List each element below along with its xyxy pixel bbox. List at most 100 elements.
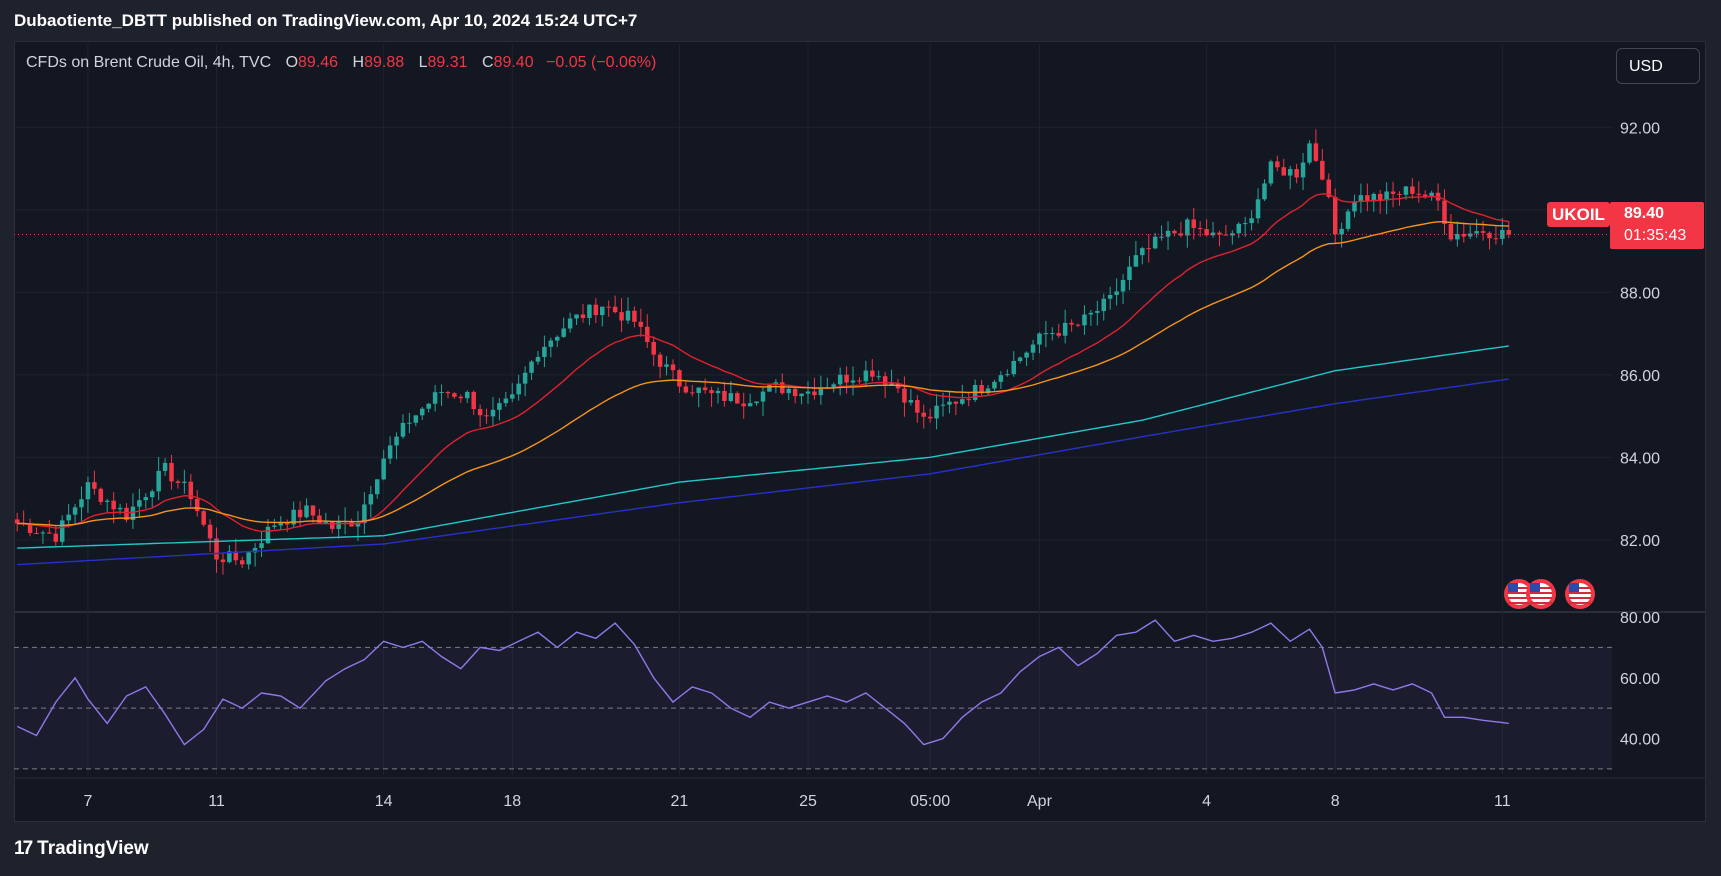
candle-body bbox=[1204, 229, 1209, 236]
candle-body bbox=[1095, 311, 1100, 313]
candle-body bbox=[612, 306, 618, 313]
candle-body bbox=[947, 401, 952, 405]
change-value: −0.05 (−0.06%) bbox=[546, 54, 657, 71]
ticker-badge: UKOIL bbox=[1547, 202, 1610, 227]
candle-body bbox=[1480, 231, 1486, 233]
chart-frame[interactable] bbox=[14, 41, 1706, 822]
time-tick-label: Apr bbox=[1027, 793, 1053, 810]
time-tick-label: 7 bbox=[83, 793, 92, 810]
flag-stripe bbox=[1530, 587, 1552, 589]
candle-body bbox=[1287, 169, 1293, 176]
candle-body bbox=[953, 401, 959, 404]
us-flag-event-icon[interactable] bbox=[1565, 579, 1595, 609]
candle-body bbox=[40, 532, 46, 534]
candle-body bbox=[239, 560, 245, 565]
candle-body bbox=[1416, 193, 1422, 195]
currency-button[interactable]: USD bbox=[1616, 48, 1700, 84]
candle-body bbox=[1371, 193, 1377, 202]
candle-body bbox=[1030, 344, 1036, 353]
candle-body bbox=[34, 533, 39, 535]
candle-body bbox=[529, 361, 534, 373]
candle-body bbox=[863, 370, 869, 382]
candle-body bbox=[387, 445, 393, 459]
flag-stripe bbox=[1508, 592, 1530, 594]
candle-body bbox=[452, 393, 457, 397]
candle-body bbox=[1056, 333, 1061, 336]
candle-body bbox=[14, 519, 20, 524]
candle-body bbox=[381, 458, 386, 480]
candle-body bbox=[1275, 161, 1280, 168]
candle-body bbox=[471, 391, 476, 410]
candle-body bbox=[362, 504, 367, 524]
candle-body bbox=[1281, 167, 1287, 176]
candle-body bbox=[902, 388, 907, 403]
us-flag-event-icon[interactable] bbox=[1504, 579, 1534, 609]
candle-body bbox=[805, 391, 811, 394]
candle-body bbox=[580, 314, 586, 318]
candle-body bbox=[1159, 236, 1164, 238]
candle-body bbox=[606, 306, 611, 308]
candle-body bbox=[889, 383, 894, 385]
rsi-tick-label: 80.00 bbox=[1620, 610, 1660, 627]
candle-body bbox=[400, 422, 406, 437]
low-value: 89.31 bbox=[427, 54, 468, 71]
rsi-pane bbox=[14, 619, 1612, 770]
candle-body bbox=[310, 505, 316, 516]
flag-stripe bbox=[1569, 602, 1591, 604]
candle-body bbox=[1326, 179, 1332, 197]
candle-body bbox=[1114, 291, 1119, 295]
candle-body bbox=[104, 500, 110, 502]
ema_mid-line bbox=[17, 221, 1509, 527]
candle-body bbox=[1165, 230, 1171, 237]
candle-body bbox=[638, 321, 644, 327]
candle-body bbox=[915, 399, 920, 413]
candle-body bbox=[1442, 200, 1447, 225]
candle-body bbox=[182, 481, 187, 483]
time-tick-label: 18 bbox=[503, 793, 521, 810]
candle-body bbox=[818, 388, 824, 396]
open-value: 89.46 bbox=[298, 54, 339, 71]
candle-body bbox=[966, 399, 971, 401]
candle-body bbox=[1352, 201, 1357, 212]
us-flag-event-icon[interactable] bbox=[1526, 579, 1556, 609]
candle-body bbox=[561, 328, 566, 337]
candle-body bbox=[760, 391, 766, 402]
candle-body bbox=[1236, 223, 1242, 234]
candle-body bbox=[510, 394, 515, 399]
high-value: 89.88 bbox=[364, 54, 405, 71]
rsi-tick-label: 60.00 bbox=[1620, 671, 1660, 688]
open-label: O bbox=[285, 54, 299, 71]
candle-body bbox=[47, 532, 52, 534]
candle-body bbox=[1062, 322, 1068, 336]
time-tick-label: 11 bbox=[208, 793, 225, 810]
candle-body bbox=[272, 525, 277, 527]
candle-body bbox=[92, 482, 97, 489]
candle-body bbox=[735, 393, 740, 404]
candle-body bbox=[799, 393, 804, 397]
candle-body bbox=[156, 470, 161, 492]
candle-body bbox=[98, 488, 104, 502]
candle-body bbox=[432, 392, 438, 404]
tradingview-logo[interactable]: 17 TradingView bbox=[14, 838, 149, 860]
price-pane bbox=[14, 129, 1612, 609]
candle-body bbox=[259, 543, 264, 549]
rsi-tick-label: 40.00 bbox=[1620, 732, 1660, 749]
candle-body bbox=[548, 340, 554, 347]
candle-body bbox=[291, 509, 296, 525]
candle-body bbox=[278, 523, 284, 526]
candle-body bbox=[1133, 255, 1139, 267]
price-tick-label: 82.00 bbox=[1620, 533, 1660, 550]
candle-body bbox=[1390, 191, 1396, 194]
price-tick-label: 92.00 bbox=[1620, 120, 1660, 137]
candle-body bbox=[1384, 191, 1389, 201]
candle-body bbox=[657, 354, 663, 367]
candle-body bbox=[458, 396, 464, 399]
candle-body bbox=[490, 409, 496, 417]
flag-canton bbox=[1569, 583, 1579, 592]
candle-body bbox=[111, 500, 116, 510]
candle-body bbox=[503, 398, 509, 404]
candle-body bbox=[1307, 143, 1312, 163]
flag-stripe bbox=[1569, 587, 1591, 589]
candle-body bbox=[780, 382, 785, 394]
